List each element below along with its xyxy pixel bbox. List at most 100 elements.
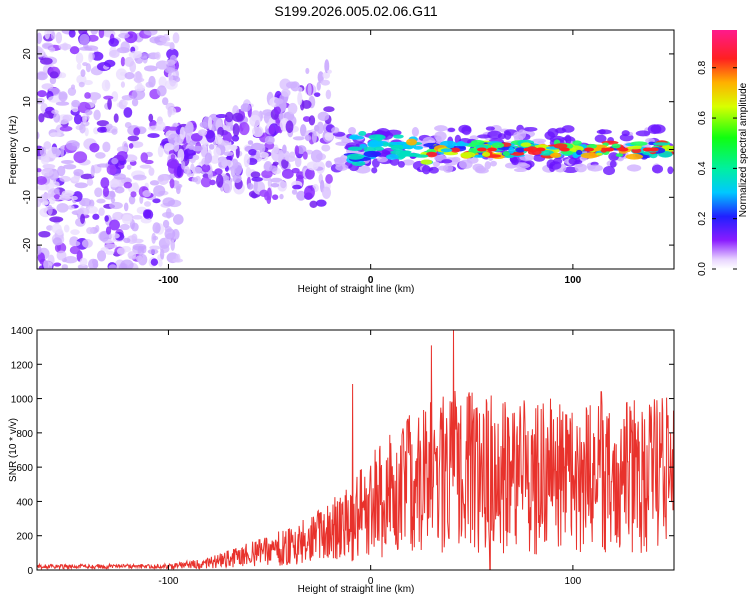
spectrogram-band-halo bbox=[650, 124, 666, 134]
spectrogram-scatter-blob bbox=[287, 102, 298, 115]
spectrogram-scatter-blob bbox=[255, 150, 260, 160]
spectrogram-y-tick-label: 0 bbox=[22, 146, 33, 152]
spectrogram-scatter-blob bbox=[304, 134, 312, 142]
spectrogram-noise-blob bbox=[133, 77, 145, 83]
spectrogram-scatter-blob bbox=[317, 111, 330, 122]
spectrogram-noise-blob bbox=[69, 246, 81, 255]
spectrogram-band-core bbox=[389, 141, 403, 146]
spectrogram-noise-blob bbox=[80, 173, 95, 180]
spectrogram-scatter-blob bbox=[177, 148, 185, 162]
spectrogram-noise-blob bbox=[57, 165, 66, 177]
spectrogram-band-core bbox=[406, 138, 418, 146]
spectrogram-y-tick-label: 10 bbox=[22, 96, 33, 108]
spectrogram-noise-blob bbox=[65, 140, 80, 151]
spectrogram-scatter-blob bbox=[208, 143, 215, 150]
spectrogram-noise-blob bbox=[173, 214, 184, 225]
spectrogram-noise-blob bbox=[63, 224, 70, 233]
spectrogram-peak-spot bbox=[476, 147, 487, 152]
spectrogram-scatter-blob bbox=[204, 157, 210, 166]
spectrogram-noise-blob bbox=[128, 195, 136, 205]
snr-y-tick-label: 1200 bbox=[11, 360, 34, 371]
spectrogram-band-core bbox=[381, 142, 389, 147]
spectrogram-noise-blob bbox=[134, 84, 146, 92]
spectrogram-noise-blob bbox=[59, 175, 71, 183]
spectrogram-scatter-blob bbox=[232, 123, 240, 137]
spectrogram-scatter-blob bbox=[238, 121, 250, 136]
spectrogram-scatter-blob bbox=[251, 176, 263, 182]
spectrogram-noise-blob bbox=[112, 211, 124, 221]
spectrogram-noise-blob bbox=[109, 190, 116, 198]
spectrogram-scatter-blob bbox=[316, 121, 325, 134]
spectrogram-noise-blob bbox=[38, 113, 45, 123]
spectrogram-noise-blob bbox=[37, 131, 40, 140]
spectrogram-noise-blob bbox=[127, 135, 140, 142]
spectrogram-x-tick-label: -100 bbox=[158, 275, 178, 286]
spectrogram-noise-blob bbox=[105, 226, 112, 235]
spectrogram-scatter-blob bbox=[292, 184, 302, 190]
spectrogram-scatter-blob bbox=[299, 124, 307, 137]
spectrogram-noise-blob bbox=[124, 56, 135, 67]
spectrogram-band-core bbox=[625, 153, 644, 160]
spectrogram-noise-blob bbox=[149, 245, 161, 250]
spectrogram-scatter-blob bbox=[325, 160, 332, 168]
spectrogram-noise-blob bbox=[142, 190, 152, 198]
spectrogram-scatter-blob bbox=[167, 158, 179, 169]
spectrogram-scatter-blob bbox=[313, 92, 321, 97]
spectrogram-scatter-blob bbox=[245, 166, 252, 178]
spectrogram-scatter-blob bbox=[297, 91, 303, 106]
spectrogram-noise-blob bbox=[43, 141, 52, 150]
spectrogram-noise-blob bbox=[123, 237, 131, 244]
spectrogram-band-halo bbox=[555, 127, 567, 134]
spectrogram-noise-blob bbox=[89, 142, 100, 153]
spectrogram-noise-blob bbox=[69, 240, 81, 247]
spectrogram-noise-blob bbox=[103, 95, 114, 100]
spectrogram-peak-spot bbox=[535, 147, 546, 152]
spectrogram-scatter-blob bbox=[279, 193, 284, 200]
spectrogram-noise-blob bbox=[61, 264, 69, 269]
spectrogram-band-halo bbox=[428, 166, 439, 174]
spectrogram-y-tick-label: 20 bbox=[22, 48, 33, 60]
spectrogram-noise-blob bbox=[70, 176, 80, 182]
spectrogram-noise-blob bbox=[96, 163, 111, 168]
spectrogram-scatter-blob bbox=[270, 177, 283, 183]
spectrogram-band-halo bbox=[432, 161, 440, 168]
spectrogram-band-core bbox=[368, 134, 386, 141]
spectrogram-band-halo bbox=[562, 166, 579, 174]
spectrogram-scatter-blob bbox=[320, 79, 331, 86]
spectrogram-noise-blob bbox=[83, 80, 93, 86]
spectrogram-scatter-blob bbox=[272, 194, 279, 200]
spectrogram-noise-blob bbox=[110, 197, 116, 203]
spectrogram-scatter-blob bbox=[199, 121, 208, 128]
spectrogram-band-core bbox=[576, 149, 583, 155]
spectrogram-scatter-blob bbox=[232, 173, 242, 183]
spectrogram-noise-blob bbox=[162, 219, 170, 229]
snr-y-tick-label: 800 bbox=[16, 429, 33, 440]
spectrogram-noise-blob bbox=[60, 146, 65, 158]
spectrogram-scatter-blob bbox=[163, 142, 175, 152]
spectrogram-scatter-blob bbox=[200, 176, 212, 188]
spectrogram-noise-blob bbox=[131, 98, 139, 107]
spectrogram-noise-blob bbox=[102, 141, 111, 153]
spectrogram-noise-blob bbox=[67, 87, 77, 96]
snr-y-tick-label: 1400 bbox=[11, 326, 34, 337]
spectrogram-noise-blob bbox=[159, 244, 170, 254]
spectrogram-scatter-blob bbox=[270, 182, 280, 188]
spectrogram-scatter-blob bbox=[271, 147, 281, 161]
spectrogram-band-halo bbox=[434, 125, 448, 132]
spectrogram-band-halo bbox=[484, 161, 492, 170]
spectrogram-band-core bbox=[450, 147, 461, 153]
spectrogram-band-core bbox=[348, 135, 365, 140]
spectrogram-noise-blob bbox=[162, 211, 175, 218]
spectrogram-noise-blob bbox=[87, 258, 99, 269]
spectrogram-noise-blob bbox=[111, 91, 119, 102]
spectrogram-noise-blob bbox=[113, 113, 119, 123]
spectrogram-noise-blob bbox=[58, 91, 68, 102]
spectrogram-scatter-blob bbox=[322, 71, 331, 79]
spectrogram-noise-blob bbox=[54, 187, 60, 193]
spectrogram-noise-blob bbox=[67, 205, 75, 210]
spectrogram-band-halo bbox=[621, 130, 630, 137]
spectrogram-band-core bbox=[596, 152, 603, 156]
spectrogram-noise-blob bbox=[128, 255, 137, 260]
spectrogram-scatter-blob bbox=[296, 190, 306, 201]
